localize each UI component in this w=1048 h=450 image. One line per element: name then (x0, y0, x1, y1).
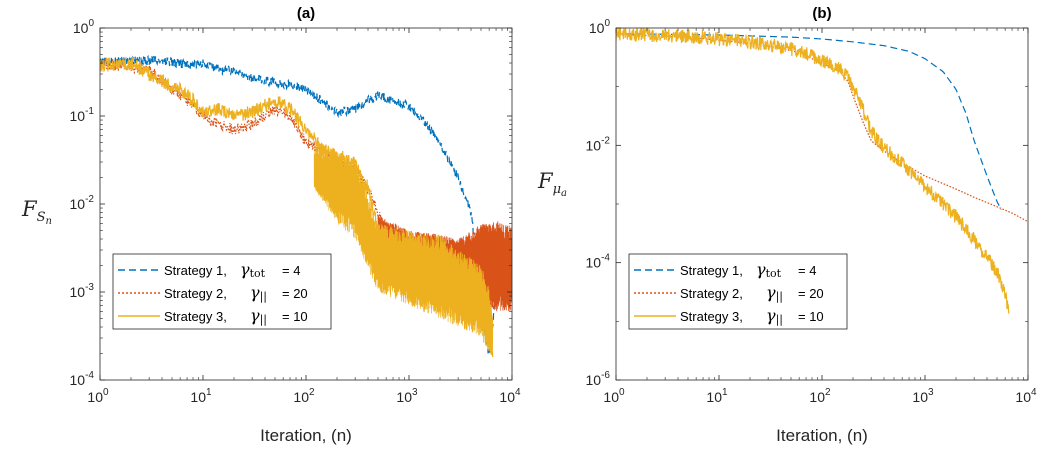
y-tick-label: 10-4 (586, 253, 611, 271)
panel-a-series-strategy-1-line (100, 54, 497, 355)
panel-b-series-strategy-2 (616, 33, 1028, 223)
panel-a-legend-entry-2: Strategy 2, γ|| = 20 (118, 283, 308, 304)
x-tick-label: 104 (1015, 387, 1037, 405)
x-tick-label: 103 (912, 387, 934, 405)
x-tick-label: 102 (293, 387, 315, 405)
gamma-symbol: γ (240, 260, 250, 279)
legend-symbol-strategy-2: γ|| (766, 283, 783, 304)
panel-a-ylabel-sub: S (37, 210, 46, 225)
x-tick-label: 104 (499, 387, 521, 405)
x-tick-label: 100 (87, 387, 109, 405)
gamma-subscript: tot (766, 267, 782, 280)
y-tick-label: 100 (589, 18, 611, 36)
panel-b-legend-entry-3: Strategy 3, γ|| = 10 (634, 306, 824, 327)
gamma-subscript: || (260, 313, 267, 327)
x-tick-label: 100 (603, 387, 625, 405)
legend-label-strategy-2: Strategy 2, (164, 286, 227, 301)
panel-b-legend-entry-2: Strategy 2, γ|| = 20 (634, 283, 824, 304)
legend-symbol-strategy-1: γtot (240, 260, 266, 280)
panel-a-ylabel-symbol: F (21, 197, 38, 221)
panel-a-series-strategy-3 (100, 56, 494, 358)
y-tick-label: 10-1 (70, 106, 95, 124)
gamma-subscript: || (776, 290, 783, 304)
y-tick-label: 100 (73, 18, 95, 36)
panel-b-legend-entry-1: Strategy 1, γtot = 4 (634, 260, 816, 280)
panel-b-series-strategy-2-line (616, 33, 1028, 223)
panel-b-ylabel: Fμa (537, 169, 567, 199)
panel-b-title: (b) (812, 5, 831, 22)
legend-value-strategy-3: = 10 (798, 309, 824, 324)
legend-value-strategy-1: = 4 (282, 263, 300, 278)
panel-b: 100 101 102 103 104 10-6 10-4 10-2 100 (b) Itera… (537, 5, 1037, 445)
y-tick-label: 10-2 (586, 135, 611, 153)
gamma-subscript: tot (250, 267, 266, 280)
panel-a-title: (a) (297, 5, 315, 22)
legend-value-strategy-2: = 20 (798, 286, 824, 301)
legend-symbol-strategy-3: γ|| (766, 306, 783, 327)
legend-label-strategy-3: Strategy 3, (680, 309, 743, 324)
panel-b-series-strategy-3 (616, 28, 1010, 314)
panel-b-ylabel-sub: μ (553, 182, 561, 197)
panel-b-xlabel: Iteration, (n) (776, 426, 868, 445)
panel-a-series-strategy-3-oscillation (313, 146, 494, 356)
legend-label-strategy-1: Strategy 1, (164, 263, 227, 278)
panel-b-series-strategy-1-line (616, 33, 1002, 210)
panel-a-ticks: 100 101 102 103 104 10-4 10-3 10-2 10-1 100 (70, 18, 521, 405)
legend-label-strategy-1: Strategy 1, (680, 263, 743, 278)
legend-label-strategy-2: Strategy 2, (680, 286, 743, 301)
x-tick-label: 101 (706, 387, 728, 405)
legend-value-strategy-3: = 10 (282, 309, 308, 324)
gamma-subscript: || (260, 290, 267, 304)
legend-symbol-strategy-1: γtot (756, 260, 782, 280)
legend-label-strategy-3: Strategy 3, (164, 309, 227, 324)
gamma-subscript: || (776, 313, 783, 327)
panel-b-series (616, 28, 1028, 314)
panel-b-ylabel-subsub: a (561, 188, 567, 199)
gamma-symbol: γ (250, 283, 260, 302)
panel-a-xlabel: Iteration, (n) (260, 426, 352, 445)
panel-a-ylabel: FSn (21, 197, 52, 227)
panel-b-ticks: 100 101 102 103 104 10-6 10-4 10-2 100 (586, 18, 1037, 405)
y-tick-label: 10-2 (70, 194, 95, 212)
panel-b-ylabel-symbol: F (537, 169, 554, 193)
panel-b-series-strategy-3-line (616, 28, 1010, 314)
panel-a: 100 101 102 103 104 10-4 10-3 10-2 10-1 100 (a) I… (21, 5, 521, 445)
panel-b-legend: Strategy 1, γtot = 4 Strategy 2, γ|| = 2… (628, 253, 848, 330)
gamma-symbol: γ (756, 260, 766, 279)
panel-a-legend-entry-3: Strategy 3, γ|| = 10 (118, 306, 308, 327)
gamma-symbol: γ (250, 306, 260, 325)
y-tick-label: 10-3 (70, 282, 95, 300)
legend-symbol-strategy-3: γ|| (250, 306, 267, 327)
panel-a-series (100, 54, 512, 358)
panel-a-legend: Strategy 1, γtot = 4 Strategy 2, γ|| = 2… (112, 253, 332, 330)
legend-value-strategy-1: = 4 (798, 263, 816, 278)
gamma-symbol: γ (766, 306, 776, 325)
panel-a-series-strategy-1 (100, 54, 497, 355)
legend-value-strategy-2: = 20 (282, 286, 308, 301)
panel-a-ylabel-subsub: n (45, 216, 51, 227)
x-tick-label: 101 (190, 387, 212, 405)
panel-a-legend-entry-1: Strategy 1, γtot = 4 (118, 260, 300, 280)
panel-b-series-strategy-1 (616, 33, 1002, 210)
legend-symbol-strategy-2: γ|| (250, 283, 267, 304)
gamma-symbol: γ (766, 283, 776, 302)
x-tick-label: 103 (396, 387, 418, 405)
x-tick-label: 102 (809, 387, 831, 405)
y-tick-label: 10-4 (70, 370, 95, 388)
panel-a-series-strategy-3-line (100, 56, 494, 358)
y-tick-label: 10-6 (586, 370, 611, 388)
